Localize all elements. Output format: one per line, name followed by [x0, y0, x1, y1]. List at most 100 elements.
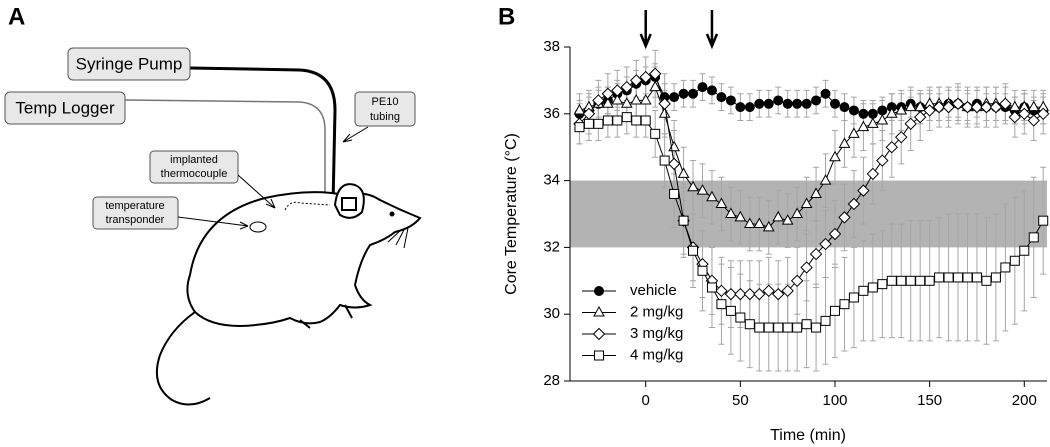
marker: [942, 100, 955, 114]
marker: [669, 188, 680, 199]
marker: [885, 107, 898, 118]
marker: [631, 115, 642, 126]
marker: [612, 115, 623, 126]
marker: [914, 100, 927, 112]
marker: [649, 80, 662, 92]
marker: [678, 88, 689, 99]
marker: [1027, 100, 1040, 112]
marker: [678, 215, 689, 226]
marker: [867, 108, 878, 119]
marker: [773, 95, 784, 106]
marker: [697, 265, 708, 276]
marker: [716, 299, 727, 310]
marker: [999, 97, 1012, 110]
marker: [848, 292, 859, 303]
marker: [706, 282, 717, 293]
x-tick-label: 100: [822, 392, 847, 409]
marker: [611, 93, 624, 105]
marker: [810, 187, 822, 198]
marker: [913, 110, 927, 124]
marker: [762, 284, 775, 298]
legend-label: vehicle: [630, 282, 677, 299]
marker: [667, 157, 681, 171]
y-tick-label: 30: [543, 305, 560, 322]
marker: [592, 327, 606, 341]
marker: [981, 275, 992, 286]
marker: [953, 272, 964, 283]
marker: [687, 180, 699, 192]
marker: [800, 261, 813, 274]
marker: [1038, 215, 1049, 226]
marker: [753, 217, 766, 229]
marker: [857, 120, 870, 132]
marker: [838, 137, 851, 148]
marker: [857, 184, 870, 197]
marker: [782, 322, 793, 333]
marker: [734, 287, 747, 301]
marker: [574, 122, 585, 133]
marker: [688, 88, 699, 99]
marker: [829, 150, 841, 162]
marker: [735, 312, 746, 323]
marker: [858, 108, 869, 119]
pe10-line: tubing: [370, 111, 400, 123]
marker: [839, 102, 850, 113]
marker: [819, 174, 832, 185]
marker: [650, 128, 661, 139]
marker: [820, 88, 831, 99]
marker: [990, 272, 1001, 283]
marker: [743, 287, 757, 301]
marker: [866, 167, 880, 181]
marker: [782, 98, 793, 109]
marker: [962, 272, 973, 283]
marker: [594, 350, 604, 361]
marker: [848, 105, 859, 116]
head-mount: [341, 197, 357, 211]
legend-label: 4 mg/kg: [630, 346, 683, 363]
marker: [886, 275, 897, 286]
marker: [792, 98, 803, 109]
x-tick-label: 50: [732, 392, 749, 409]
temp-logger: Temp Logger: [15, 98, 115, 117]
marker: [839, 299, 850, 310]
panel-label: B: [498, 3, 515, 30]
pe10-line: PE10: [372, 96, 399, 108]
syringe-pump: Syringe Pump: [76, 54, 183, 73]
marker: [648, 67, 662, 80]
marker: [811, 95, 822, 106]
marker: [801, 98, 812, 109]
marker: [772, 287, 785, 301]
marker: [602, 97, 614, 108]
marker: [971, 272, 982, 283]
marker: [620, 80, 633, 94]
marker: [961, 100, 974, 114]
marker: [970, 100, 984, 114]
marker: [1009, 255, 1020, 266]
marker: [858, 285, 869, 296]
marker: [800, 197, 813, 208]
pe10-arrow: [342, 126, 369, 143]
marker: [830, 305, 840, 316]
marker: [688, 245, 699, 256]
label-box: [67, 47, 191, 81]
mouse-eye: [389, 211, 395, 217]
marker: [601, 87, 615, 100]
marker: [773, 322, 784, 333]
marker: [1008, 110, 1022, 124]
mouse-feet: [299, 304, 353, 329]
marker: [781, 284, 794, 298]
dose-arrow: [639, 10, 652, 50]
marker: [725, 207, 737, 218]
x-axis-label: Time (min): [770, 427, 846, 444]
marker: [934, 272, 945, 283]
panel-b: B Time (min) Core Temperature (°C) 28 30 3…: [498, 3, 1050, 444]
marker: [669, 92, 680, 103]
marker: [923, 104, 936, 117]
label-box: [149, 150, 239, 184]
marker: [593, 305, 605, 317]
marker: [867, 282, 878, 293]
y-tick-label: 38: [543, 38, 560, 55]
marker: [593, 118, 604, 129]
marker: [706, 190, 718, 202]
